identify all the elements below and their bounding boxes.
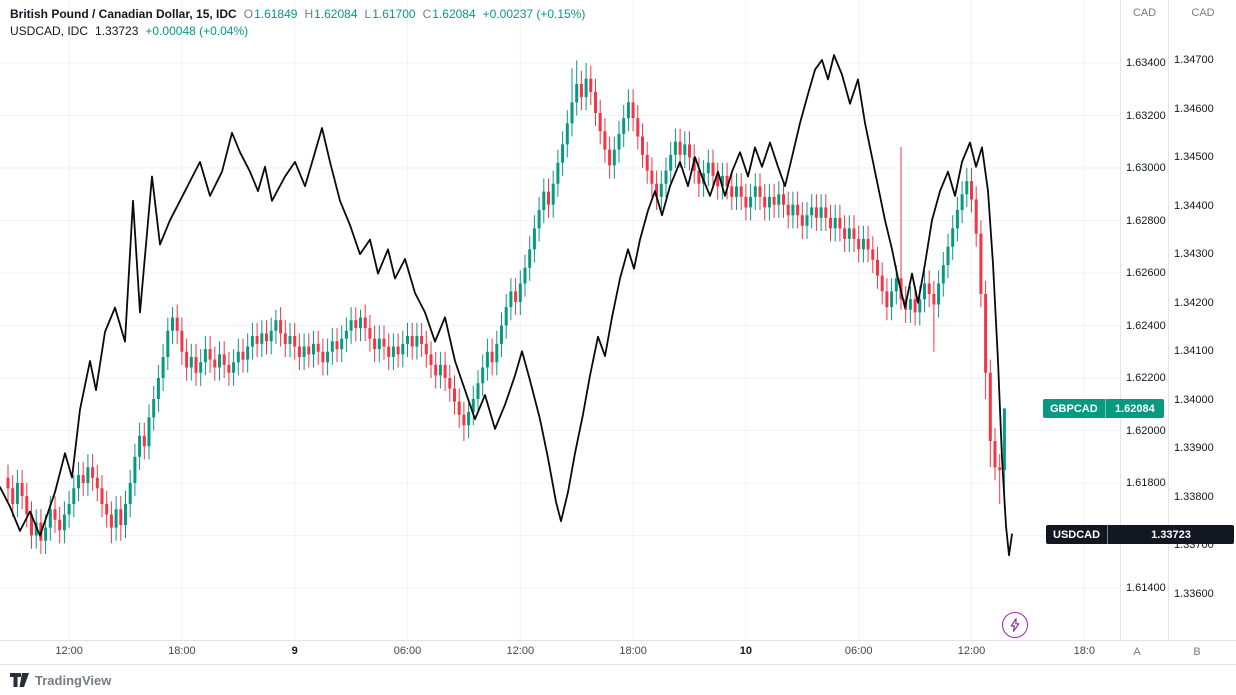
time-tick: 12:00	[957, 645, 986, 657]
time-tick: 10	[739, 645, 753, 657]
ohlc-close: C1.62084	[422, 7, 476, 21]
price-tick-b: 1.34100	[1174, 345, 1214, 358]
price-tick-b: 1.34000	[1174, 393, 1214, 406]
price-tick-b: 1.33900	[1174, 442, 1214, 455]
price-tick-b: 1.34700	[1174, 54, 1214, 66]
gbpcad-badge-label: GBPCAD	[1043, 399, 1106, 418]
time-tick: 06:00	[393, 645, 422, 657]
tradingview-logo-icon	[10, 673, 29, 687]
price-tick-b: 1.34600	[1174, 102, 1214, 115]
price-tick-a: 1.62000	[1126, 424, 1166, 437]
price-tick-b: 1.33800	[1174, 490, 1214, 503]
overlay-value: 1.33723	[95, 24, 139, 38]
usdcad-badge-value: 1.33723	[1151, 528, 1191, 541]
bottom-toolbar: TradingView	[0, 664, 1236, 695]
price-tick-b: 1.34200	[1174, 296, 1214, 309]
price-tick-b: 1.34500	[1174, 151, 1214, 164]
symbol-change: +0.00237 (+0.15%)	[482, 7, 586, 21]
ohlc-low: L1.61700	[364, 7, 416, 21]
scale-a-button[interactable]: A	[1128, 644, 1146, 660]
time-tick: 9	[291, 645, 298, 657]
gbpcad-candles-series	[6, 60, 1006, 554]
price-tick-a: 1.63000	[1126, 162, 1166, 174]
ohlc-high: H1.62084	[304, 7, 358, 21]
price-tick-b: 1.34300	[1174, 248, 1214, 261]
price-scale-b[interactable]: CAD 1.34700 1.34600 1.34500 1.34400 1.34300 1…	[1168, 0, 1236, 663]
time-axis-border	[0, 640, 1236, 641]
price-tick-a: 1.62600	[1126, 267, 1166, 279]
usdcad-badge-label: USDCAD	[1046, 525, 1109, 544]
price-tick-a: 1.61400	[1126, 582, 1166, 594]
time-tick: 18:0	[1073, 645, 1095, 657]
lightning-icon	[1010, 618, 1020, 632]
legend: British Pound / Canadian Dollar, 15, IDC…	[10, 6, 585, 39]
price-scale-a-currency: CAD	[1132, 7, 1157, 19]
symbol-title: British Pound / Canadian Dollar, 15, IDC	[10, 7, 237, 21]
price-tick-a: 1.62200	[1126, 372, 1166, 384]
time-tick: 18:00	[619, 645, 647, 657]
price-tick-a: 1.62800	[1126, 214, 1166, 227]
time-axis[interactable]: 12:00 18:00 9 06:00 12:00 18:00 10 06:00 12:00 18…	[0, 641, 1236, 663]
usdcad-line-series	[0, 54, 1013, 557]
brand-text: TradingView	[35, 672, 112, 688]
gbpcad-price-badge: GBPCAD 1.62084	[1043, 399, 1164, 418]
price-scale-a[interactable]: CAD 1.63400 1.63200 1.63000 1.62800 1.62600 1…	[1120, 0, 1168, 663]
overlay-title: USDCAD, IDC	[10, 24, 89, 38]
time-tick: 12:00	[506, 645, 535, 657]
price-tick-a: 1.63200	[1126, 109, 1166, 122]
symbol-legend-row[interactable]: British Pound / Canadian Dollar, 15, IDC…	[10, 6, 585, 22]
overlay-change: +0.00048 (+0.04%)	[145, 24, 249, 38]
price-tick-a: 1.62400	[1126, 319, 1166, 332]
price-tick-b: 1.34400	[1174, 199, 1214, 212]
time-tick: 12:00	[55, 645, 83, 657]
gbpcad-badge-value: 1.62084	[1114, 402, 1155, 415]
usdcad-price-badge: USDCAD 1.33723	[1046, 525, 1234, 544]
price-tick-a: 1.63400	[1126, 57, 1166, 69]
price-tick-a: 1.61800	[1126, 477, 1166, 489]
lightning-button[interactable]	[1002, 612, 1028, 638]
ohlc-open: O1.61849	[243, 7, 298, 21]
tradingview-logo[interactable]: TradingView	[10, 673, 111, 688]
time-tick: 18:00	[168, 645, 196, 657]
overlay-legend-row[interactable]: USDCAD, IDC 1.33723 +0.00048 (+0.04%)	[10, 23, 585, 39]
time-tick: 06:00	[844, 645, 873, 657]
price-scale-b-currency: CAD	[1191, 7, 1215, 19]
scale-b-button[interactable]: B	[1188, 644, 1206, 660]
price-tick-b: 1.33600	[1174, 588, 1214, 600]
